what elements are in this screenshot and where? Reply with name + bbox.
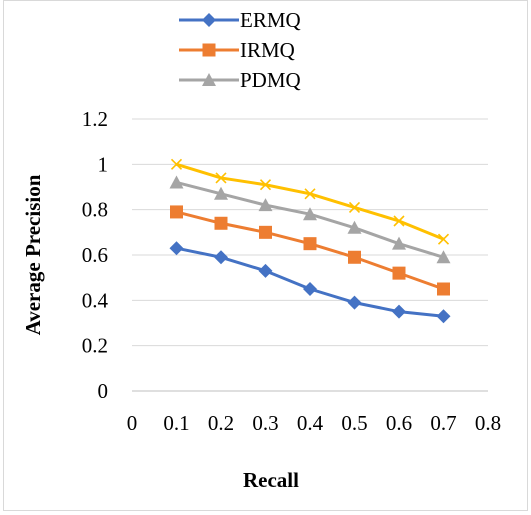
legend-marker (202, 73, 216, 86)
data-point (303, 207, 317, 221)
data-point (303, 237, 317, 251)
chart-frame: 0 0.2 0.4 0.6 0.8 1 1.2 0 0.1 0.2 0.3 0.4 0.5 0.6 0.7 0… (3, 0, 528, 511)
data-point (214, 216, 228, 230)
data-point (393, 215, 405, 227)
legend-marker (202, 13, 216, 27)
data-point (436, 309, 451, 324)
y-tick-label: 1 (98, 152, 109, 176)
data-point (258, 198, 273, 212)
y-tick-labels: 0 0.2 0.4 0.6 0.8 1 1.2 (82, 107, 109, 403)
data-point (437, 233, 450, 245)
x-tick-label: 0.2 (208, 411, 234, 435)
data-point (258, 263, 273, 278)
x-tick-label: 0 (127, 411, 138, 435)
data-point (347, 220, 362, 234)
x-tick-labels: 0 0.1 0.2 0.3 0.4 0.5 0.6 0.7 0.8 (127, 411, 501, 435)
data-point (348, 250, 361, 264)
y-axis-title: Average Precision (21, 174, 45, 335)
data-point (259, 179, 272, 191)
data-point (214, 186, 228, 200)
x-tick-label: 0.8 (475, 411, 501, 435)
y-tick-label: 0.2 (82, 334, 108, 358)
x-tick-label: 0.4 (297, 411, 324, 435)
legend-item: PDMQ (179, 68, 301, 92)
data-point (392, 236, 406, 250)
x-tick-label: 0.6 (386, 411, 412, 435)
legend-marker (202, 43, 216, 57)
y-tick-label: 0.6 (82, 243, 108, 267)
data-point (348, 201, 361, 213)
x-tick-label: 0.5 (341, 411, 367, 435)
data-point (169, 241, 184, 256)
series-ermq (169, 241, 451, 324)
data-point (215, 172, 227, 184)
x-tick-label: 0.7 (430, 411, 456, 435)
legend-label: PDMQ (240, 68, 301, 92)
data-point (170, 158, 183, 170)
line-chart: 00.20.40.60.811.20 0.1 0.2 0.3 0.4 0.5 0.6 0.7 0… (21, 8, 501, 492)
data-point (437, 282, 450, 296)
series-irmq (170, 205, 450, 296)
gridlines (132, 118, 488, 347)
data-point (436, 250, 451, 264)
data-point (170, 205, 183, 219)
series-pdmq (169, 175, 451, 264)
legend-item: IRMQ (179, 38, 295, 62)
legend: ERMQ IRMQ PDMQ (179, 8, 301, 92)
x-tick-label: 0.1 (163, 411, 189, 435)
data-point (303, 282, 317, 296)
y-tick-label: 1.2 (82, 107, 108, 131)
data-point (214, 250, 228, 265)
data-point (392, 266, 406, 280)
legend-item: ERMQ (179, 8, 301, 32)
series-series-4 (170, 158, 450, 245)
y-tick-label: 0 (98, 379, 109, 403)
data-point (169, 175, 184, 189)
legend-label: IRMQ (240, 38, 295, 62)
data-point (259, 225, 272, 239)
data-point (392, 304, 406, 319)
data-point (347, 295, 362, 310)
legend-label: ERMQ (240, 8, 301, 32)
x-axis-title: Recall (243, 468, 299, 492)
y-tick-label: 0.4 (82, 288, 109, 312)
y-tick-label: 0.8 (82, 198, 108, 222)
data-point (304, 188, 316, 200)
x-tick-label: 0.3 (252, 411, 278, 435)
